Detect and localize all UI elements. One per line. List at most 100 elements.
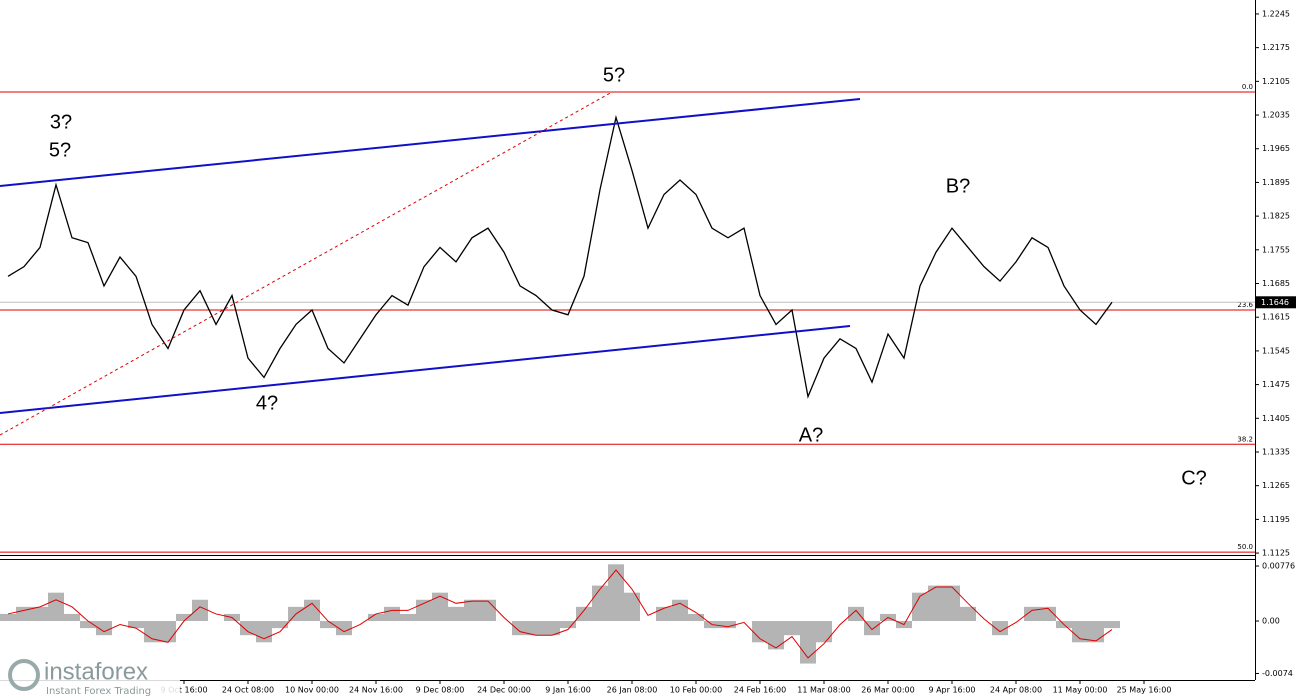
osc-bar bbox=[992, 621, 1008, 636]
x-tick-label: 24 Oct 08:00 bbox=[222, 686, 274, 695]
osc-bar bbox=[752, 621, 768, 643]
y-tick-label: 1.1615 bbox=[1262, 313, 1290, 322]
y-tick-label: 1.1335 bbox=[1262, 447, 1290, 456]
osc-bar bbox=[816, 621, 832, 643]
osc-bar bbox=[304, 599, 320, 622]
osc-bar bbox=[1088, 621, 1104, 643]
fib-label: 38.2 bbox=[1237, 435, 1253, 443]
osc-bar bbox=[192, 599, 208, 622]
y-tick-label: 1.1545 bbox=[1262, 346, 1290, 355]
x-tick-label: 25 May 16:00 bbox=[1117, 686, 1172, 695]
wave-label: A? bbox=[799, 424, 823, 446]
y-tick-label: 1.1265 bbox=[1262, 481, 1290, 490]
current-price-box bbox=[1256, 296, 1296, 309]
osc-tick-label: -0.0074 bbox=[1262, 669, 1293, 678]
x-tick-label: 9 Oct 16:00 bbox=[160, 686, 207, 695]
osc-signal-line bbox=[7, 569, 1113, 659]
wave-label: 5? bbox=[49, 139, 71, 161]
osc-bar bbox=[400, 613, 416, 622]
channel-line bbox=[0, 98, 861, 187]
osc-bar bbox=[656, 606, 672, 622]
osc-bar bbox=[480, 599, 496, 622]
osc-bar bbox=[96, 621, 112, 636]
y-tick-label: 1.1195 bbox=[1262, 515, 1290, 524]
osc-bar bbox=[576, 606, 592, 622]
y-tick-label: 1.2105 bbox=[1262, 77, 1290, 86]
osc-bar bbox=[448, 606, 464, 622]
osc-bar bbox=[848, 606, 864, 622]
osc-bar bbox=[368, 613, 384, 622]
x-tick-label: 26 Mar 00:00 bbox=[861, 686, 914, 695]
wave-label: 5? bbox=[603, 64, 625, 86]
x-tick-label: 24 Dec 00:00 bbox=[477, 686, 531, 695]
y-tick-label: 1.1125 bbox=[1262, 549, 1290, 558]
osc-bar bbox=[80, 621, 96, 629]
y-tick-label: 1.1475 bbox=[1262, 380, 1290, 389]
x-tick-label: 24 Feb 16:00 bbox=[734, 686, 786, 695]
osc-bar bbox=[560, 621, 576, 629]
osc-bar bbox=[1072, 621, 1088, 643]
wave-label: B? bbox=[946, 175, 970, 197]
osc-bar bbox=[0, 613, 16, 622]
x-tick-label: 9 Jan 16:00 bbox=[545, 686, 591, 695]
fib-label: 23.6 bbox=[1237, 301, 1253, 309]
y-tick-label: 1.2175 bbox=[1262, 43, 1290, 52]
y-tick-label: 1.1685 bbox=[1262, 279, 1290, 288]
logo-tagline: Instant Forex Trading bbox=[46, 686, 151, 697]
x-tick-label: 26 Jan 08:00 bbox=[607, 686, 658, 695]
osc-bar bbox=[320, 621, 336, 629]
osc-bar bbox=[144, 621, 160, 643]
x-tick-label: 11 Mar 08:00 bbox=[797, 686, 850, 695]
osc-bar bbox=[768, 621, 784, 650]
x-tick-label: 24 Nov 16:00 bbox=[349, 686, 403, 695]
osc-bar bbox=[688, 613, 704, 622]
osc-bar bbox=[624, 592, 640, 622]
fib-label: 0.0 bbox=[1242, 83, 1253, 91]
osc-bar bbox=[944, 585, 960, 622]
x-tick-label: 24 Apr 08:00 bbox=[990, 686, 1042, 695]
y-tick-label: 1.2035 bbox=[1262, 111, 1290, 120]
y-tick-label: 1.1405 bbox=[1262, 414, 1290, 423]
wave-label: 4? bbox=[256, 392, 278, 414]
channel-line bbox=[0, 325, 851, 414]
osc-bar bbox=[544, 621, 560, 636]
osc-bar bbox=[784, 621, 800, 636]
osc-bar bbox=[464, 599, 480, 622]
osc-bar bbox=[272, 621, 288, 629]
y-tick-label: 1.1895 bbox=[1262, 178, 1290, 187]
osc-bar bbox=[592, 585, 608, 622]
y-tick-label: 1.2245 bbox=[1262, 9, 1290, 18]
osc-bar bbox=[512, 621, 528, 636]
osc-bar bbox=[1024, 606, 1040, 622]
x-tick-label: 11 May 00:00 bbox=[1053, 686, 1108, 695]
y-tick-label: 1.1965 bbox=[1262, 144, 1290, 153]
osc-bar bbox=[432, 592, 448, 622]
current-price-label: 1.1646 bbox=[1261, 298, 1289, 307]
osc-bar bbox=[608, 564, 624, 622]
y-tick-label: 1.1755 bbox=[1262, 245, 1290, 254]
logo: instaforex Instant Forex Trading bbox=[0, 655, 180, 700]
osc-bar bbox=[16, 606, 32, 622]
osc-bar bbox=[384, 606, 400, 622]
osc-bar bbox=[240, 621, 256, 636]
osc-bar bbox=[32, 606, 48, 622]
wave-label: C? bbox=[1181, 467, 1207, 489]
x-tick-label: 9 Apr 16:00 bbox=[928, 686, 975, 695]
osc-bar bbox=[48, 592, 64, 622]
osc-bar bbox=[720, 621, 736, 629]
logo-name: instaforex bbox=[44, 658, 148, 685]
price-line bbox=[7, 114, 1113, 399]
osc-bar bbox=[336, 621, 352, 636]
fib-trend-line bbox=[0, 91, 613, 436]
logo-icon bbox=[8, 659, 40, 691]
osc-tick-label: 0.00 bbox=[1262, 617, 1280, 626]
osc-bar bbox=[160, 621, 176, 643]
wave-label: 3? bbox=[50, 111, 72, 133]
osc-bar bbox=[64, 613, 80, 622]
osc-bar bbox=[912, 592, 928, 622]
x-tick-label: 10 Feb 00:00 bbox=[670, 686, 722, 695]
fib-label: 50.0 bbox=[1237, 543, 1253, 551]
osc-bar bbox=[1104, 621, 1120, 629]
